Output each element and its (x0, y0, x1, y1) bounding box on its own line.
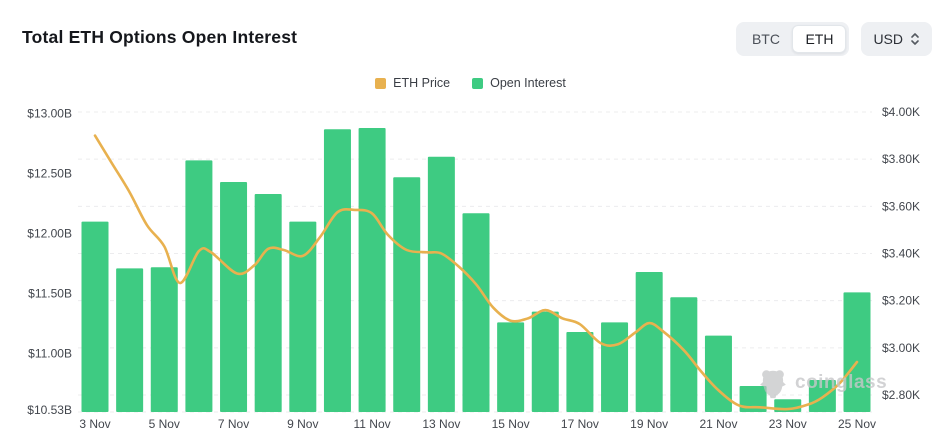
left-axis-label: $11.00B (28, 347, 72, 361)
eth-price-line[interactable] (93, 134, 859, 411)
currency-select[interactable]: USD (861, 22, 932, 56)
right-axis-label: $3.40K (882, 246, 920, 260)
right-axis-label: $3.80K (882, 152, 920, 166)
oi-bar-13-nov[interactable] (427, 156, 455, 412)
page-title: Total ETH Options Open Interest (22, 27, 298, 47)
oi-bar-10-nov[interactable] (323, 129, 351, 412)
left-axis-label: $12.00B (27, 227, 72, 241)
x-axis-label: 17 Nov (561, 417, 599, 431)
oi-bar-17-nov[interactable] (566, 332, 594, 412)
legend-item-open-interest[interactable]: Open Interest (472, 76, 566, 90)
left-axis-label: $12.50B (27, 167, 72, 181)
oi-bar-3-nov[interactable] (81, 221, 109, 412)
open-interest-swatch-icon (472, 77, 484, 89)
x-axis-label: 9 Nov (287, 417, 318, 431)
oi-bar-9-nov[interactable] (289, 221, 317, 412)
updown-chevrons-icon (910, 32, 920, 46)
oi-bar-20-nov[interactable] (670, 297, 698, 412)
x-axis-label: 23 Nov (769, 417, 807, 431)
oi-bar-7-nov[interactable] (220, 182, 248, 412)
legend-label-eth-price: ETH Price (393, 76, 451, 90)
x-axis-label: 13 Nov (422, 417, 460, 431)
x-axis-label: 21 Nov (699, 417, 737, 431)
oi-bar-21-nov[interactable] (704, 335, 732, 412)
header-controls: BTC ETH USD (736, 22, 932, 56)
legend-item-eth-price[interactable]: ETH Price (375, 76, 450, 90)
left-axis-label: $11.50B (28, 287, 72, 301)
currency-select-label: USD (873, 31, 903, 47)
oi-bar-18-nov[interactable] (601, 322, 629, 412)
oi-bar-6-nov[interactable] (185, 160, 213, 412)
x-axis-label: 5 Nov (149, 417, 180, 431)
oi-bar-8-nov[interactable] (254, 194, 282, 412)
oi-bar-25-nov[interactable] (843, 292, 871, 412)
x-axis-label: 15 Nov (492, 417, 530, 431)
oi-bar-11-nov[interactable] (358, 128, 386, 412)
left-axis-label: $10.53B (27, 403, 72, 417)
oi-bar-4-nov[interactable] (116, 268, 144, 412)
x-axis-label: 19 Nov (630, 417, 668, 431)
right-axis-label: $4.00K (882, 105, 920, 119)
asset-toggle: BTC ETH (736, 22, 850, 56)
chart-legend: ETH Price Open Interest (0, 76, 941, 90)
right-axis-label: $2.80K (882, 388, 920, 402)
oi-bar-12-nov[interactable] (393, 177, 421, 412)
x-axis-label: 11 Nov (354, 417, 391, 431)
oi-bar-5-nov[interactable] (150, 267, 178, 412)
x-axis-label: 25 Nov (838, 417, 876, 431)
x-axis-label: 7 Nov (218, 417, 249, 431)
oi-bar-19-nov[interactable] (635, 272, 663, 412)
right-axis-label: $3.00K (882, 341, 920, 355)
left-axis-label: $13.00B (27, 107, 72, 121)
oi-bar-22-nov[interactable] (739, 386, 767, 412)
legend-label-open-interest: Open Interest (490, 76, 566, 90)
x-axis-label: 3 Nov (79, 417, 110, 431)
right-axis-label: $3.60K (882, 199, 920, 213)
oi-bar-14-nov[interactable] (462, 213, 490, 412)
oi-bar-15-nov[interactable] (497, 322, 525, 412)
eth-toggle-button[interactable]: ETH (792, 25, 847, 53)
oi-bar-16-nov[interactable] (531, 311, 559, 412)
btc-toggle-button[interactable]: BTC (739, 25, 792, 53)
right-axis-label: $3.20K (882, 294, 920, 308)
eth-price-swatch-icon (375, 77, 387, 89)
